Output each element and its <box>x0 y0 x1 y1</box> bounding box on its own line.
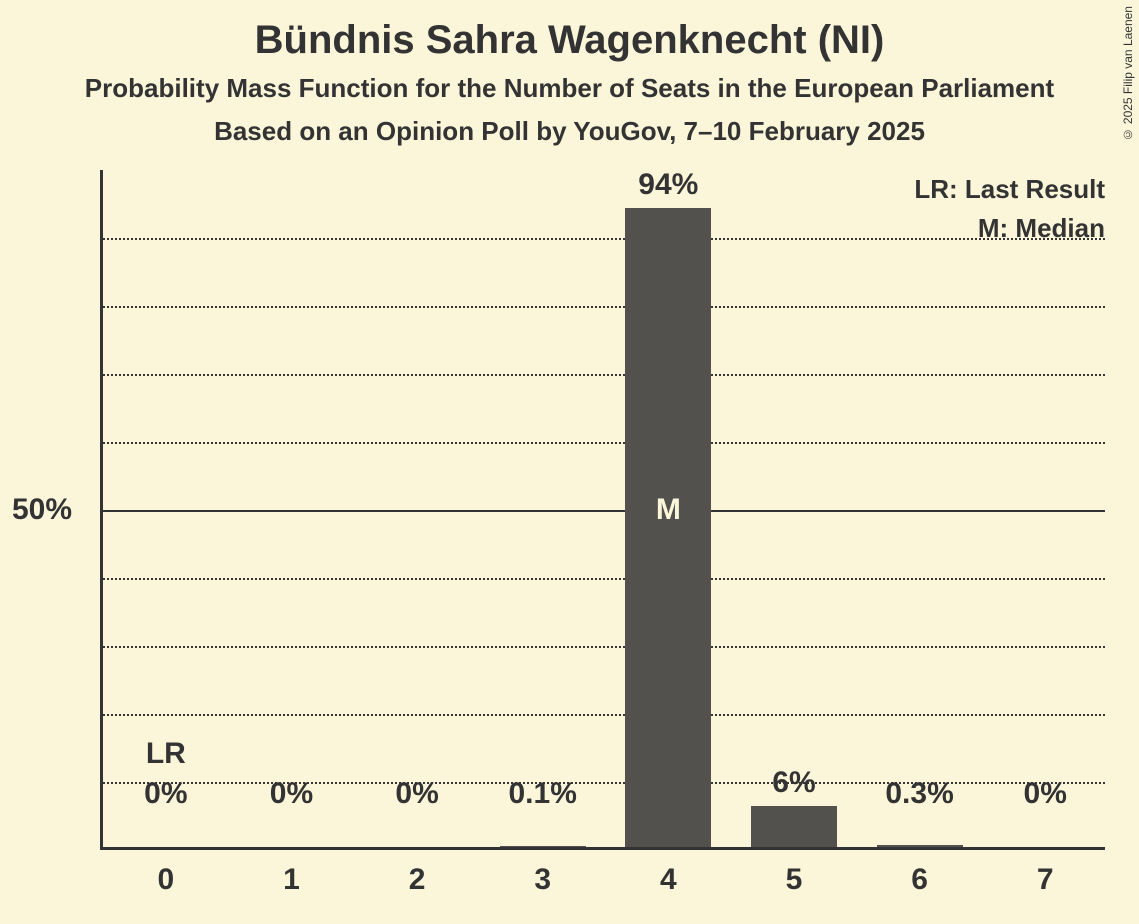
bar-value-label: 0.3% <box>885 777 953 811</box>
xaxis-label: 6 <box>911 863 928 897</box>
bar-value-label: 0% <box>270 777 313 811</box>
xaxis-label: 4 <box>660 863 677 897</box>
title-main: Bündnis Sahra Wagenknecht (NI) <box>0 18 1139 63</box>
plot-area: 0%LR00%10%20.1%394%M46%50.3%60%7 <box>100 170 1105 850</box>
bar <box>500 846 586 847</box>
copyright: © 2025 Filip van Laenen <box>1121 6 1135 141</box>
bar-value-label: 6% <box>772 766 815 800</box>
xaxis-label: 5 <box>786 863 803 897</box>
title-subtitle-2: Based on an Opinion Poll by YouGov, 7–10… <box>0 116 1139 147</box>
bar-chart: 0%LR00%10%20.1%394%M46%50.3%60%7 50% <box>100 170 1105 850</box>
xaxis-label: 7 <box>1037 863 1054 897</box>
xaxis-label: 2 <box>409 863 426 897</box>
xaxis-label: 0 <box>157 863 174 897</box>
bar-value-label: 0% <box>395 777 438 811</box>
bar-value-label: 0% <box>1024 777 1067 811</box>
title-subtitle-1: Probability Mass Function for the Number… <box>0 73 1139 104</box>
bar <box>877 845 963 847</box>
bar-value-label: 94% <box>638 168 698 202</box>
xaxis-label: 1 <box>283 863 300 897</box>
xaxis-label: 3 <box>534 863 551 897</box>
bar-value-label: 0% <box>144 777 187 811</box>
bar-value-label: 0.1% <box>508 777 576 811</box>
median-marker: M <box>656 493 681 527</box>
chart-titles: Bündnis Sahra Wagenknecht (NI) Probabili… <box>0 0 1139 147</box>
bar <box>625 208 711 847</box>
bar <box>751 806 837 847</box>
last-result-marker: LR <box>146 737 186 771</box>
yaxis-label-50: 50% <box>12 493 72 527</box>
